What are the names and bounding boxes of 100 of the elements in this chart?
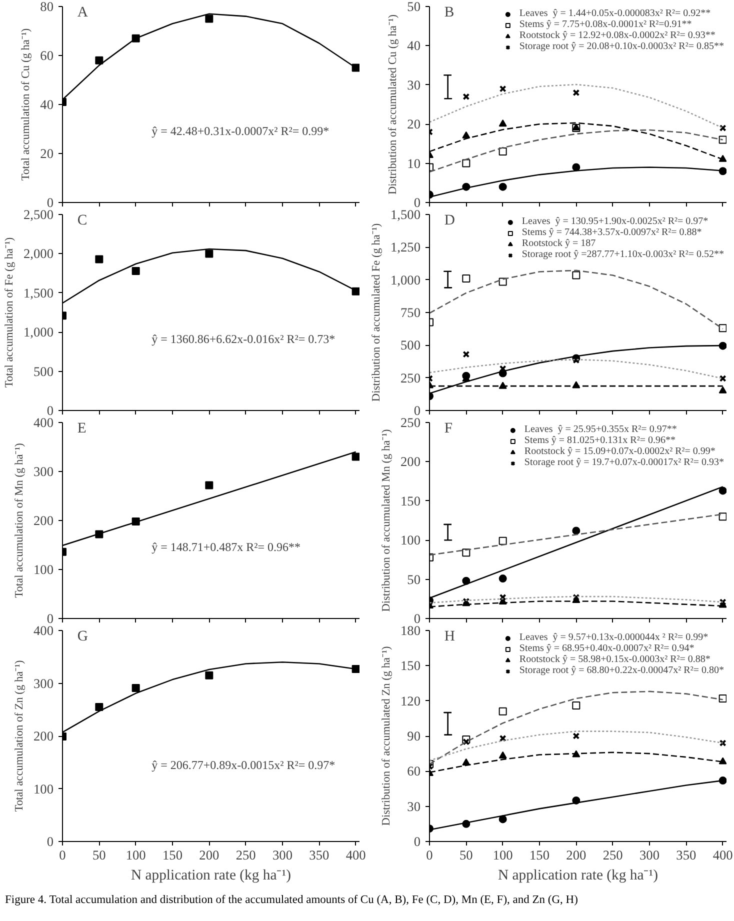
x-tick-label: 300 (272, 848, 293, 862)
y-tick-label: 200 (400, 454, 421, 470)
y-tick-label: 2,500 (24, 207, 54, 222)
x-tick-label: 0 (59, 848, 66, 862)
y-axis-title: Distribution of accumulated Cu (g ha⁻¹) (387, 14, 400, 195)
y-tick-label: 400 (34, 623, 54, 638)
x-tick-label: 250 (602, 848, 624, 862)
legend-label: Storage root ŷ = 19.7+0.07x-0.00017x² R²= 0.93* (524, 457, 724, 468)
y-tick-label: 0 (414, 403, 421, 418)
legend-label: Leaves ŷ = 9.57+0.13x-0.000044x ² R²= 0.99* (519, 632, 708, 643)
legend-label: Leaves ŷ = 25.95+0.355x R²= 0.97** (524, 424, 677, 435)
chart-title: A (77, 4, 88, 20)
y-tick-label: 80 (40, 0, 54, 14)
annotation: ŷ = 206.77+0.89x-0.0015x² R²= 0.97* (152, 758, 336, 772)
x-tick-label: 150 (162, 848, 183, 862)
y-tick-label: 250 (400, 370, 421, 386)
y-tick-label: 10 (407, 156, 421, 171)
y-tick-label: 200 (34, 728, 54, 744)
x-tick-label: 350 (676, 848, 696, 862)
y-tick-label: 20 (40, 146, 54, 161)
legend-label: Leaves ŷ = 1.44+0.05x-0.000083x² R²= 0.92** (519, 8, 711, 19)
x-tick-label: 400 (346, 848, 366, 862)
y-tick-label: 1,500 (390, 207, 421, 222)
y-tick-label: 20 (407, 116, 421, 132)
y-tick-label: 0 (46, 611, 54, 626)
y-tick-label: 30 (407, 798, 421, 814)
legend-label: Storage root ŷ = 20.08+0.10x-0.0003x² R²= 0.85** (519, 41, 724, 52)
legend-label: Rootstock ŷ = 58.98+0.15x-0.0003x² R²= 0.88* (519, 654, 710, 665)
x-tick-label: 100 (126, 848, 146, 862)
y-tick-label: 120 (400, 693, 421, 708)
y-tick-label: 1,000 (390, 272, 421, 288)
annotation: ŷ = 1360.86+6.62x-0.016x² R²= 0.73* (152, 332, 336, 346)
y-axis-title: Total accumulation of Fe (g ha⁻¹) (4, 237, 16, 388)
annotation: ŷ = 42.48+0.31x-0.0007x² R²= 0.99* (152, 124, 330, 138)
y-axis-title: Distribution of accumulated Zn (g ha⁻¹) (380, 646, 393, 826)
y-axis-title: Total accumulation of Mn (g ha⁻¹) (14, 442, 26, 598)
chart-title: G (77, 628, 88, 644)
y-axis-title: Distribution of accumulated Mn (g ha⁻¹) (380, 428, 393, 612)
chart-title: D (444, 212, 455, 228)
x-tick-label: 100 (492, 848, 514, 862)
y-tick-label: 300 (34, 676, 54, 691)
y-tick-label: 60 (407, 764, 421, 779)
y-tick-label: 50 (407, 572, 421, 587)
caption: Figure 4. Total accumulation and distribution of the accumulated amounts of Cu (A, B), Fe (C, D), Mn (E, F), and Zn (G, H) (5, 893, 578, 908)
chart-title: H (444, 628, 456, 644)
y-tick-label: 100 (34, 562, 54, 577)
x-axis-title: N application rate (kg ha⁻¹) (498, 868, 658, 884)
y-tick-label: 50 (407, 0, 421, 14)
y-tick-label: 0 (414, 834, 421, 849)
y-axis-title: Distribution of accumulated Fe (g ha⁻¹) (370, 223, 383, 402)
x-tick-label: 200 (566, 848, 586, 862)
x-tick-label: 0 (426, 848, 434, 862)
x-tick-label: 50 (460, 848, 474, 862)
x-tick-label: 50 (92, 848, 106, 862)
x-tick-label: 250 (236, 848, 256, 862)
y-tick-label: 150 (400, 493, 421, 508)
chart-title: B (444, 4, 454, 20)
y-tick-label: 1,250 (390, 240, 421, 255)
y-tick-label: 180 (400, 623, 421, 638)
chart-title: E (77, 420, 86, 436)
annotation: ŷ = 148.71+0.487x R²= 0.96** (152, 540, 301, 554)
y-tick-label: 40 (40, 97, 54, 112)
y-tick-label: 0 (46, 195, 54, 210)
y-tick-label: 0 (414, 611, 421, 626)
legend-label: Rootstock ŷ = 15.09+0.07x-0.0002x² R²= 0.99* (524, 446, 716, 457)
y-tick-label: 2,000 (24, 246, 54, 262)
x-tick-label: 350 (309, 848, 330, 862)
chart-title: F (444, 420, 453, 436)
y-axis-title: Total accumulation of Zn (g ha⁻¹) (14, 660, 26, 812)
legend-label: Stems ŷ = 68.95+0.40x-0.0007x² R²= 0.94* (519, 643, 694, 654)
y-tick-label: 500 (34, 364, 54, 379)
y-tick-label: 0 (414, 195, 421, 210)
chart-title: C (77, 212, 88, 228)
x-tick-label: 400 (712, 848, 734, 862)
y-tick-label: 30 (407, 77, 421, 92)
legend-label: Storage root ŷ =287.77+1.10x-0.003x² R²= 0.52** (522, 249, 724, 260)
y-tick-label: 750 (400, 305, 421, 320)
y-tick-label: 0 (46, 834, 54, 849)
y-tick-label: 250 (400, 415, 421, 430)
y-tick-label: 60 (40, 48, 54, 63)
legend-label: Stems ŷ = 744.38+3.57x-0.0097x² R²= 0.88* (522, 227, 702, 238)
legend-label: Rootstock ŷ = 187 (522, 238, 596, 249)
y-tick-label: 1,500 (24, 285, 54, 300)
y-tick-label: 100 (34, 781, 54, 796)
y-tick-label: 1,000 (24, 324, 54, 340)
y-tick-label: 100 (400, 532, 421, 548)
legend-label: Stems ŷ = 81.025+0.131x R²= 0.96** (524, 435, 676, 446)
legend-label: Leaves ŷ = 130.95+1.90x-0.0025x² R²= 0.97* (522, 216, 708, 227)
y-tick-label: 150 (400, 658, 421, 674)
y-tick-label: 40 (407, 38, 421, 54)
legend-label: Stems ŷ = 7.75+0.08x-0.0001x² R²=0.91** (519, 19, 692, 30)
y-tick-label: 200 (34, 513, 54, 528)
y-tick-label: 500 (400, 338, 421, 353)
y-tick-label: 90 (407, 728, 421, 744)
legend-label: Rootstock ŷ = 12.92+0.08x-0.0002x² R²= 0.93** (519, 30, 716, 41)
x-axis-title: N application rate (kg ha⁻¹) (131, 868, 292, 884)
y-axis-title: Total accumulation of Cu (g ha⁻¹) (20, 28, 32, 181)
legend-label: Storage root ŷ = 68.80+0.22x-0.00047x² R²= 0.80* (519, 665, 724, 676)
x-tick-label: 200 (199, 848, 220, 862)
x-tick-label: 150 (530, 848, 550, 862)
